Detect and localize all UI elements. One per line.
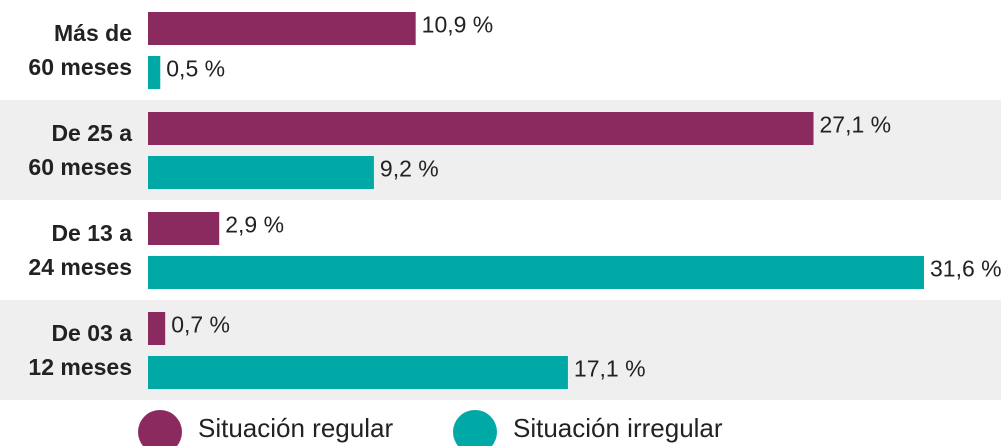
value-label: 17,1 % [574, 356, 646, 382]
bar [148, 56, 161, 89]
bar [148, 212, 220, 245]
legend-label: Situación irregular [513, 413, 723, 443]
value-label: 0,7 % [171, 312, 230, 338]
value-label: 31,6 % [930, 256, 1001, 282]
category-label: De 03 a 12 meses [28, 320, 132, 380]
legend-swatch [453, 410, 497, 446]
value-label: 10,9 % [422, 12, 494, 38]
legend-label: Situación regular [198, 413, 393, 443]
legend-swatch [138, 410, 182, 446]
bar [148, 356, 568, 389]
category-label: De 13 a 24 meses [28, 220, 132, 280]
bar [148, 112, 814, 145]
bar [148, 256, 924, 289]
value-label: 27,1 % [819, 112, 891, 138]
bar [148, 12, 416, 45]
bar [148, 312, 166, 345]
bar [148, 156, 374, 189]
category-label: De 25 a 60 meses [28, 120, 132, 180]
value-label: 9,2 % [380, 156, 439, 182]
value-label: 2,9 % [225, 212, 284, 238]
category-label: Más de 60 meses [28, 20, 132, 80]
value-label: 0,5 % [166, 56, 225, 82]
